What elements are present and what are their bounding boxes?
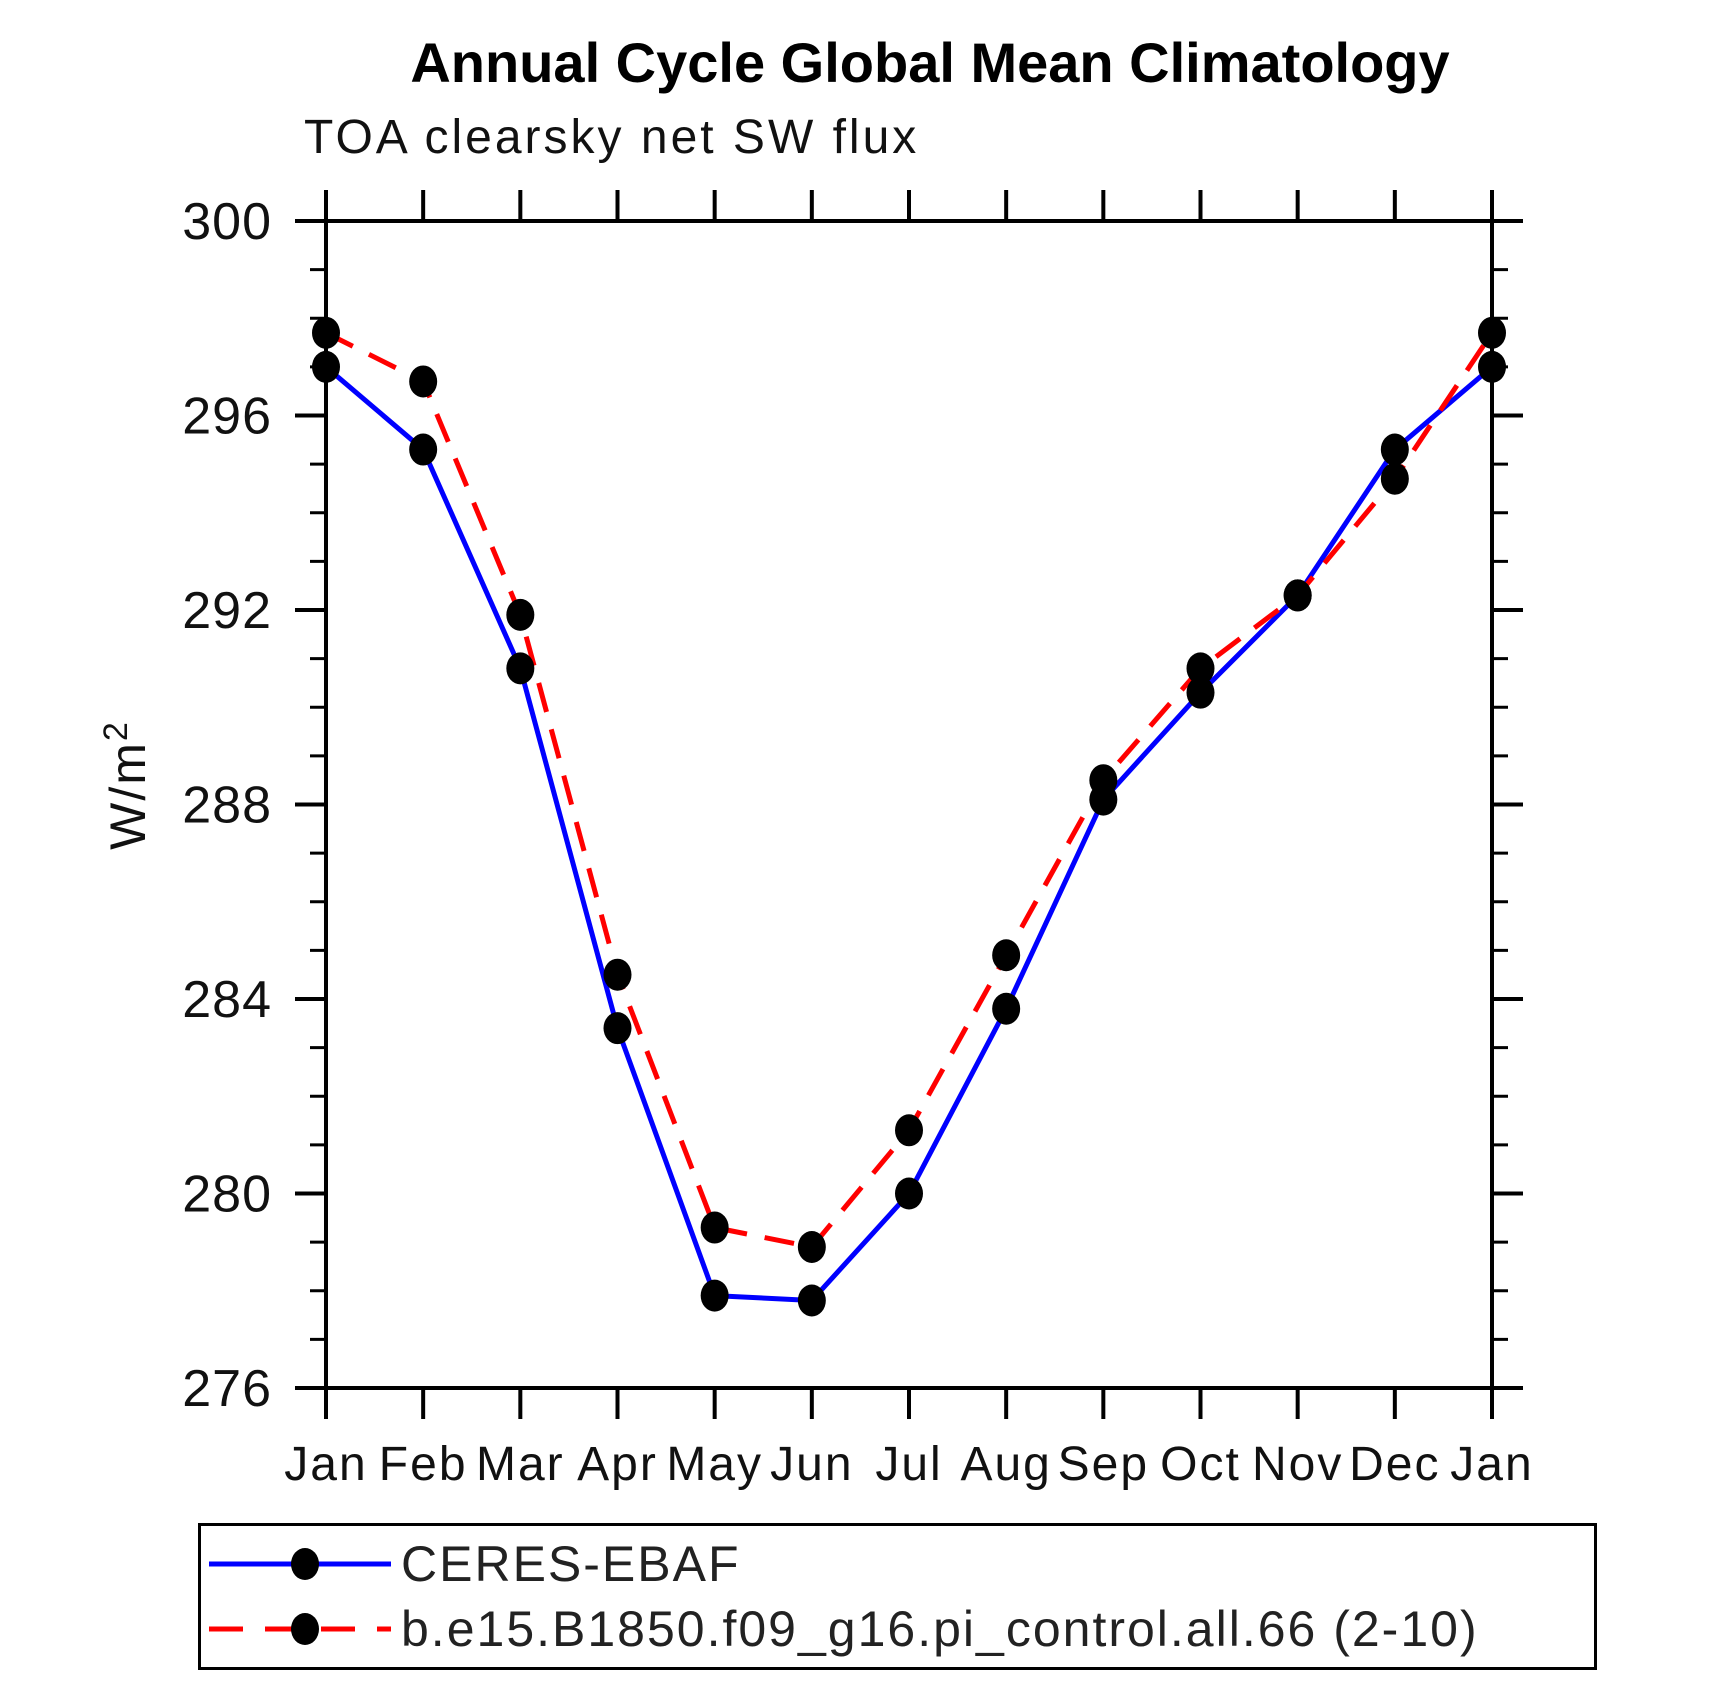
data-point-marker xyxy=(1478,350,1506,383)
data-point-marker xyxy=(409,365,438,398)
x-tick-label: Sep xyxy=(1058,1438,1149,1491)
data-point-marker xyxy=(797,1230,826,1263)
x-tick-label: Apr xyxy=(577,1438,658,1491)
data-point-marker xyxy=(312,350,340,383)
data-point-marker xyxy=(603,958,632,991)
y-tick-label: 288 xyxy=(182,777,272,835)
data-point-marker xyxy=(797,1284,826,1317)
legend-label-model-run: b.e15.B1850.f09_g16.pi_control.all.66 (2… xyxy=(401,1600,1479,1657)
legend-label-ceres-ebaf: CERES-EBAF xyxy=(401,1536,741,1593)
chart-subtitle: TOA clearsky net SW flux xyxy=(304,111,920,164)
legend-sample-dashed-line xyxy=(209,1612,391,1645)
legend-sample-solid-line xyxy=(209,1548,391,1581)
x-tick-label: Jul xyxy=(875,1438,942,1491)
data-point-marker xyxy=(1089,764,1118,797)
y-tick-label: 292 xyxy=(182,582,272,640)
data-point-marker xyxy=(700,1211,729,1244)
x-tick-label: Mar xyxy=(476,1438,565,1491)
data-point-marker xyxy=(409,433,438,466)
data-point-marker xyxy=(1283,579,1312,612)
data-point-marker xyxy=(700,1279,729,1312)
y-tick-label: 276 xyxy=(182,1360,272,1418)
y-tick-label: 296 xyxy=(182,388,272,446)
y-tick-label: 280 xyxy=(182,1166,272,1224)
data-point-marker xyxy=(506,598,535,631)
data-point-marker xyxy=(992,939,1021,972)
data-point-marker xyxy=(312,316,340,349)
data-point-marker xyxy=(895,1177,923,1210)
data-point-marker xyxy=(506,652,535,685)
y-tick-label: 300 xyxy=(182,193,272,251)
legend: CERES-EBAF b.e15.B1850.f09_g16.pi_contro… xyxy=(198,1523,1597,1670)
x-tick-label: Nov xyxy=(1252,1438,1343,1491)
data-point-marker xyxy=(1478,316,1506,349)
series-line-model-run xyxy=(324,330,1495,1250)
x-tick-label: Feb xyxy=(379,1438,468,1491)
x-tick-label: Jan xyxy=(284,1438,367,1491)
x-tick-label: May xyxy=(666,1438,763,1491)
x-tick-label: Dec xyxy=(1349,1438,1440,1491)
x-tick-label: Jun xyxy=(770,1438,853,1491)
data-point-marker xyxy=(992,992,1021,1025)
x-tick-label: Jan xyxy=(1450,1438,1533,1491)
data-point-marker xyxy=(1380,433,1409,466)
data-point-marker xyxy=(1186,676,1215,709)
y-tick-label: 284 xyxy=(182,971,272,1029)
x-tick-label: Oct xyxy=(1160,1438,1241,1491)
data-point-marker xyxy=(603,1012,632,1045)
series-line-ceres-ebaf xyxy=(324,364,1494,1303)
chart-title: Annual Cycle Global Mean Climatology xyxy=(410,31,1450,94)
x-tick-label: Aug xyxy=(960,1438,1051,1491)
data-point-marker xyxy=(1186,652,1215,685)
legend-item-model-run: b.e15.B1850.f09_g16.pi_control.all.66 (2… xyxy=(205,1597,1594,1661)
data-point-marker xyxy=(895,1114,923,1147)
legend-item-ceres-ebaf: CERES-EBAF xyxy=(205,1532,1594,1596)
data-point-marker xyxy=(1380,462,1409,495)
